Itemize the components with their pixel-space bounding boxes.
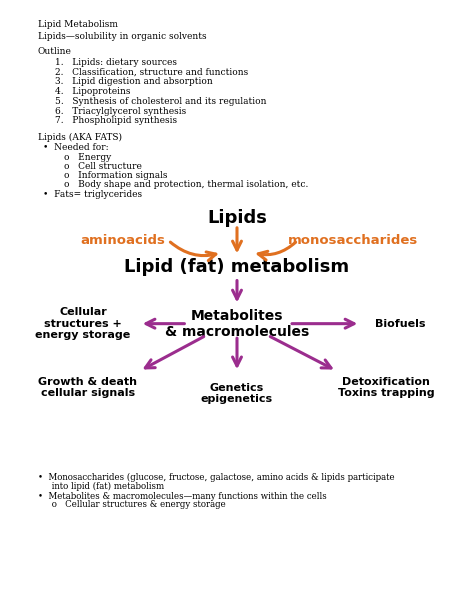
Text: Lipid (fat) metabolism: Lipid (fat) metabolism [125,257,349,276]
Text: o   Cellular structures & energy storage: o Cellular structures & energy storage [38,500,226,509]
Text: 7.   Phospholipid synthesis: 7. Phospholipid synthesis [55,116,177,126]
Text: 5.   Synthesis of cholesterol and its regulation: 5. Synthesis of cholesterol and its regu… [55,97,266,106]
Text: 3.   Lipid digestion and absorption: 3. Lipid digestion and absorption [55,77,212,86]
Text: 6.   Triacylglycerol synthesis: 6. Triacylglycerol synthesis [55,107,186,116]
Text: Lipid Metabolism: Lipid Metabolism [38,20,118,29]
Text: Cellular
structures +
energy storage: Cellular structures + energy storage [36,307,130,340]
Text: Lipids (AKA FATS): Lipids (AKA FATS) [38,132,122,142]
Text: 2.   Classification, structure and functions: 2. Classification, structure and functio… [55,67,248,77]
Text: Lipids—solubility in organic solvents: Lipids—solubility in organic solvents [38,32,207,41]
Text: into lipid (fat) metabolism: into lipid (fat) metabolism [38,482,164,491]
Text: Outline: Outline [38,47,72,56]
Text: o   Information signals: o Information signals [64,171,167,180]
Text: •  Metabolites & macromolecules—many functions within the cells: • Metabolites & macromolecules—many func… [38,492,327,501]
Text: Metabolites
& macromolecules: Metabolites & macromolecules [165,308,309,339]
Text: o   Body shape and protection, thermal isolation, etc.: o Body shape and protection, thermal iso… [64,180,309,189]
Text: 1.   Lipids: dietary sources: 1. Lipids: dietary sources [55,58,176,67]
Text: Lipids: Lipids [207,208,267,227]
Text: •  Needed for:: • Needed for: [43,143,108,152]
Text: Detoxification
Toxins trapping: Detoxification Toxins trapping [338,376,435,398]
Text: 4.   Lipoproteins: 4. Lipoproteins [55,87,130,96]
Text: Growth & death
cellular signals: Growth & death cellular signals [38,376,137,398]
Text: o   Energy: o Energy [64,153,111,162]
Text: o   Cell structure: o Cell structure [64,162,142,171]
Text: aminoacids: aminoacids [81,234,166,247]
Text: Genetics
epigenetics: Genetics epigenetics [201,383,273,405]
Text: monosaccharides: monosaccharides [288,234,418,247]
Text: •  Fats= triglycerides: • Fats= triglycerides [43,190,142,199]
Text: Biofuels: Biofuels [375,319,426,329]
Text: •  Monosaccharides (glucose, fructose, galactose, amino acids & lipids participa: • Monosaccharides (glucose, fructose, ga… [38,473,394,482]
